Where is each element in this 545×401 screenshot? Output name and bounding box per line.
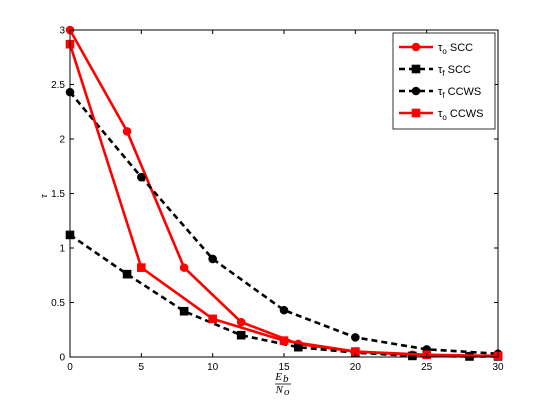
- x-tick-label: 0: [67, 362, 73, 373]
- x-tick-label: 25: [421, 362, 433, 373]
- x-axis-label: E b N o: [274, 371, 291, 398]
- legend-label: τf CCWS: [438, 86, 481, 100]
- data-point: [279, 305, 289, 315]
- legend-swatch-marker: [411, 42, 421, 52]
- legend-label: τo CCWS: [438, 108, 483, 122]
- data-point: [122, 127, 132, 136]
- legend-item: τo CCWS: [399, 108, 483, 122]
- legend-item: τo SCC: [399, 42, 473, 56]
- data-point: [122, 269, 132, 279]
- y-tick-label: 2: [59, 135, 65, 146]
- x-label-numerator: E: [274, 371, 282, 383]
- data-point: [137, 172, 146, 182]
- data-point: [137, 263, 146, 272]
- data-point: [179, 263, 189, 272]
- ticks-layer: 0 5 10 15 20 25 30 0 0.5 1 1.5 2 2.5 3: [51, 26, 504, 374]
- legend-item: τf SCC: [399, 64, 471, 78]
- y-tick-label: 0.5: [51, 298, 65, 309]
- data-point: [208, 314, 217, 324]
- legend-label: τf SCC: [438, 64, 471, 78]
- data-point: [236, 330, 246, 340]
- y-axis-label: τ: [38, 193, 50, 198]
- legend-swatch-marker: [411, 86, 421, 96]
- data-point: [351, 333, 360, 342]
- x-tick-label: 15: [278, 362, 290, 373]
- data-point: [236, 317, 246, 327]
- x-tick-label: 10: [207, 362, 219, 373]
- y-tick-label: 0: [59, 353, 65, 364]
- x-label-denominator: N: [275, 384, 284, 396]
- legend-swatch-marker: [411, 108, 421, 118]
- legend-label: τo SCC: [438, 42, 473, 56]
- y-tick-label: 3: [59, 26, 65, 37]
- data-point: [279, 336, 289, 345]
- legend-swatch-marker: [411, 64, 421, 74]
- x-tick-label: 30: [492, 362, 504, 373]
- data-point: [179, 306, 189, 316]
- x-tick-label: 5: [139, 362, 145, 373]
- x-label-denominator-sub: o: [284, 386, 290, 398]
- data-point: [208, 254, 217, 264]
- y-tick-label: 1: [59, 244, 65, 255]
- x-tick-label: 20: [350, 362, 362, 373]
- y-tick-label: 1.5: [51, 189, 65, 200]
- legend-item: τf CCWS: [399, 86, 481, 100]
- legend: τo SCC τf SCC τf CCWS τo CCWS: [392, 32, 496, 130]
- data-point: [408, 351, 417, 361]
- x-label-numerator-sub: b: [283, 373, 289, 385]
- y-tick-label: 2.5: [51, 80, 65, 91]
